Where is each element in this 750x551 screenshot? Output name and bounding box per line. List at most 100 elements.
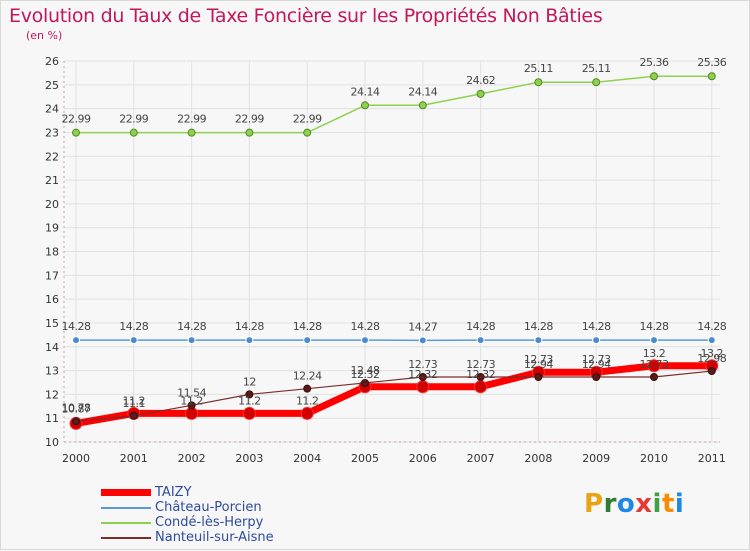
y-tick-label: 15 — [45, 317, 59, 330]
data-label-nanteuil-sur-aisne: 12.24 — [293, 370, 322, 383]
legend-item: TAIZY — [101, 485, 274, 500]
logo-letter: i — [675, 489, 684, 519]
y-tick-label: 22 — [45, 150, 59, 163]
data-label-conde-les-herpy: 25.36 — [697, 56, 726, 69]
logo-letter: x — [635, 489, 652, 519]
data-label-conde-les-herpy: 22.99 — [62, 113, 91, 126]
data-point-nanteuil-sur-aisne — [304, 385, 311, 392]
data-label-chateau-porcien: 14.28 — [697, 320, 726, 333]
data-point-chateau-porcien — [130, 337, 137, 344]
data-point-conde-les-herpy — [246, 129, 253, 136]
data-point-chateau-porcien — [362, 337, 369, 344]
y-tick-label: 23 — [45, 126, 59, 139]
data-point-chateau-porcien — [477, 337, 484, 344]
x-tick-label: 2001 — [120, 452, 148, 465]
legend-label: TAIZY — [155, 485, 192, 501]
y-tick-label: 10 — [45, 436, 59, 449]
data-label-nanteuil-sur-aisne: 11.1 — [123, 397, 146, 410]
data-point-taizy — [475, 381, 487, 393]
y-tick-label: 12 — [45, 388, 59, 401]
x-tick-label: 2005 — [351, 452, 379, 465]
logo-letter: i — [653, 489, 662, 519]
x-tick-label: 2009 — [582, 452, 610, 465]
data-label-chateau-porcien: 14.28 — [177, 320, 206, 333]
x-tick-label: 2007 — [467, 452, 495, 465]
data-point-conde-les-herpy — [651, 73, 658, 80]
data-point-chateau-porcien — [246, 337, 253, 344]
data-label-chateau-porcien: 14.27 — [408, 320, 437, 333]
logo-letter: o — [617, 489, 635, 519]
data-label-chateau-porcien: 14.28 — [293, 320, 322, 333]
data-label-chateau-porcien: 14.28 — [235, 320, 264, 333]
y-tick-label: 13 — [45, 365, 59, 378]
data-label-conde-les-herpy: 25.36 — [640, 56, 669, 69]
data-label-conde-les-herpy: 25.11 — [582, 62, 611, 75]
data-point-taizy — [417, 381, 429, 393]
data-label-conde-les-herpy: 24.14 — [408, 85, 437, 98]
data-label-chateau-porcien: 14.28 — [119, 320, 148, 333]
y-tick-label: 26 — [45, 55, 59, 68]
data-label-nanteuil-sur-aisne: 12.94 — [582, 358, 611, 371]
data-point-conde-les-herpy — [73, 129, 80, 136]
legend-swatch — [101, 537, 151, 539]
data-point-chateau-porcien — [419, 337, 426, 344]
legend-label: Nanteuil-sur-Aisne — [155, 530, 274, 546]
data-point-conde-les-herpy — [130, 129, 137, 136]
data-label-conde-les-herpy: 24.14 — [351, 85, 380, 98]
y-tick-label: 18 — [45, 246, 59, 259]
logo-letter: r — [604, 489, 617, 519]
data-point-nanteuil-sur-aisne — [130, 412, 137, 419]
data-label-taizy: 11.2 — [238, 394, 261, 407]
data-label-nanteuil-sur-aisne: 12.73 — [466, 358, 495, 371]
data-label-chateau-porcien: 14.28 — [640, 320, 669, 333]
data-label-nanteuil-sur-aisne: 11.54 — [177, 386, 206, 399]
data-point-nanteuil-sur-aisne — [593, 373, 600, 380]
y-tick-label: 16 — [45, 293, 59, 306]
x-tick-label: 2000 — [62, 452, 90, 465]
logo-letter: P — [584, 489, 604, 519]
data-point-conde-les-herpy — [708, 73, 715, 80]
data-label-conde-les-herpy: 22.99 — [293, 113, 322, 126]
data-point-chateau-porcien — [593, 337, 600, 344]
data-point-nanteuil-sur-aisne — [73, 418, 80, 425]
data-point-conde-les-herpy — [304, 129, 311, 136]
y-tick-label: 21 — [45, 174, 59, 187]
data-point-chateau-porcien — [535, 337, 542, 344]
y-tick-label: 24 — [45, 103, 59, 116]
data-label-chateau-porcien: 14.28 — [524, 320, 553, 333]
data-label-chateau-porcien: 14.28 — [62, 320, 91, 333]
legend-label: Château-Porcien — [155, 500, 262, 516]
data-label-conde-les-herpy: 22.99 — [177, 113, 206, 126]
data-point-nanteuil-sur-aisne — [651, 373, 658, 380]
x-tick-label: 2002 — [178, 452, 206, 465]
data-point-nanteuil-sur-aisne — [535, 373, 542, 380]
data-label-conde-les-herpy: 24.62 — [466, 74, 495, 87]
data-label-nanteuil-sur-aisne: 12.73 — [640, 358, 669, 371]
data-label-conde-les-herpy: 25.11 — [524, 62, 553, 75]
data-point-conde-les-herpy — [188, 129, 195, 136]
data-point-chateau-porcien — [651, 337, 658, 344]
data-label-chateau-porcien: 14.28 — [466, 320, 495, 333]
data-point-taizy — [243, 407, 255, 419]
data-label-taizy: 11.2 — [296, 394, 319, 407]
data-point-conde-les-herpy — [419, 102, 426, 109]
data-point-taizy — [301, 407, 313, 419]
data-label-conde-les-herpy: 22.99 — [235, 113, 264, 126]
legend-swatch — [101, 507, 151, 509]
data-point-conde-les-herpy — [362, 102, 369, 109]
data-point-conde-les-herpy — [535, 79, 542, 86]
data-label-nanteuil-sur-aisne: 12 — [243, 375, 256, 388]
y-tick-label: 20 — [45, 198, 59, 211]
data-point-chateau-porcien — [188, 337, 195, 344]
x-tick-label: 2003 — [235, 452, 263, 465]
proxiti-logo: Proxiti — [584, 489, 684, 519]
legend-item: Château-Porcien — [101, 500, 274, 515]
data-label-chateau-porcien: 14.28 — [351, 320, 380, 333]
x-tick-label: 2006 — [409, 452, 437, 465]
y-tick-label: 25 — [45, 79, 59, 92]
x-tick-label: 2004 — [293, 452, 321, 465]
data-label-chateau-porcien: 14.28 — [582, 320, 611, 333]
x-tick-label: 2011 — [698, 452, 726, 465]
